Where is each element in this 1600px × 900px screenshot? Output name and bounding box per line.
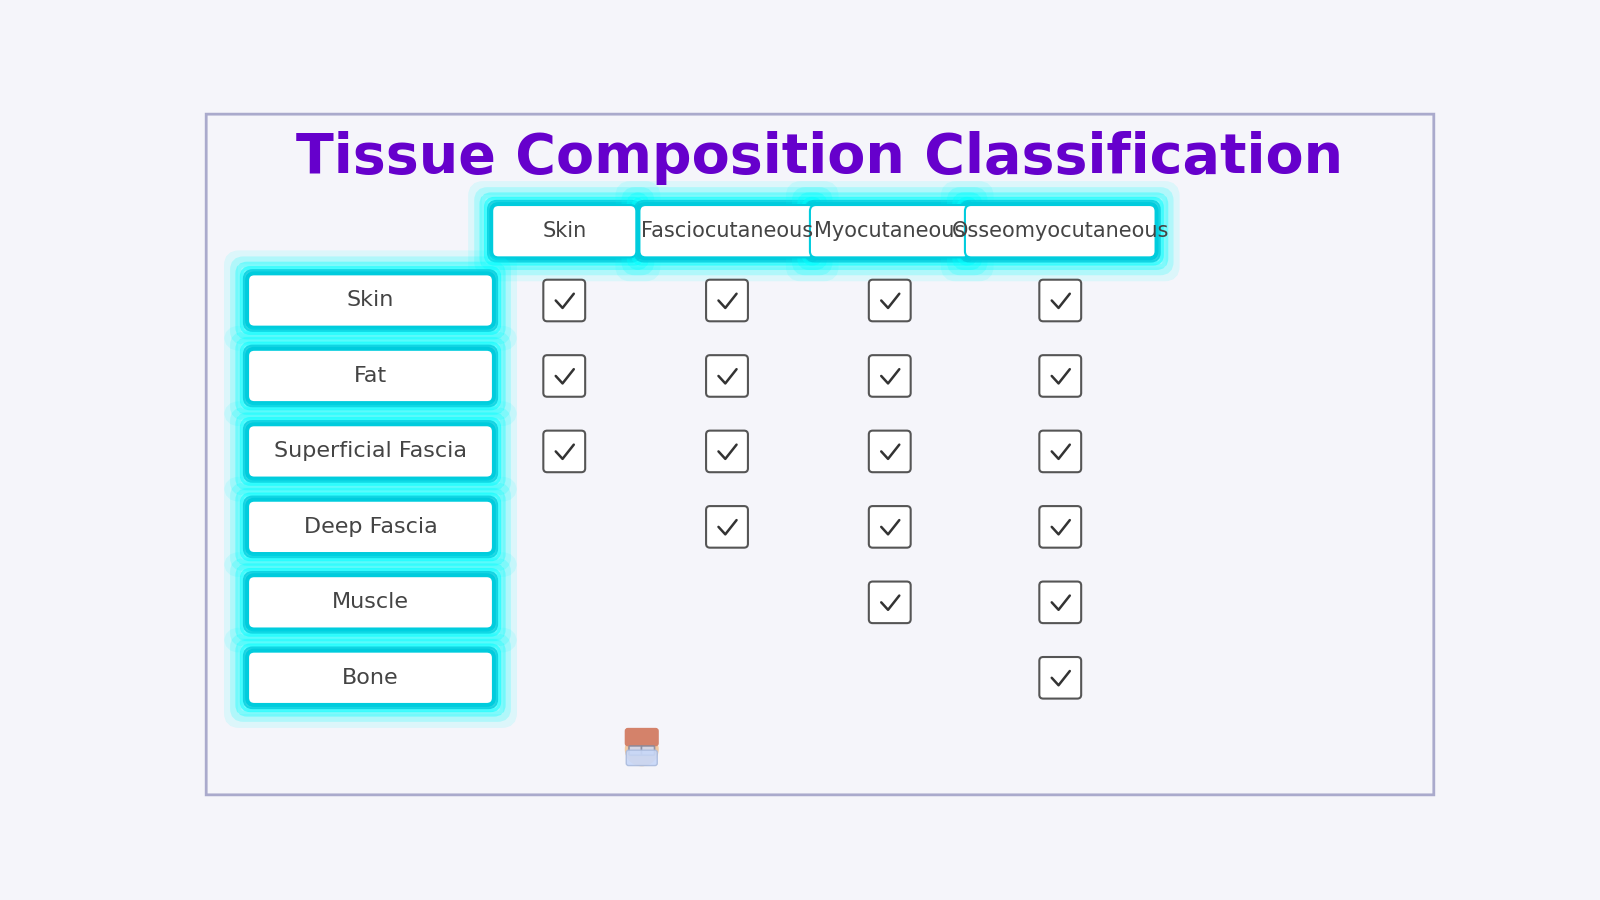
FancyBboxPatch shape [544,280,586,321]
Circle shape [626,734,658,766]
FancyBboxPatch shape [624,728,659,746]
FancyBboxPatch shape [640,205,814,257]
Text: Osseomyocutaneous: Osseomyocutaneous [952,221,1170,241]
FancyBboxPatch shape [706,430,747,472]
Text: Muscle: Muscle [333,592,410,612]
Text: Myocutaneous: Myocutaneous [814,221,965,241]
Text: Fat: Fat [354,366,387,386]
FancyBboxPatch shape [1040,657,1082,698]
FancyBboxPatch shape [629,746,642,755]
FancyBboxPatch shape [248,500,493,554]
FancyBboxPatch shape [626,751,658,766]
FancyBboxPatch shape [869,430,910,472]
Text: Deep Fascia: Deep Fascia [304,517,437,537]
FancyBboxPatch shape [1040,581,1082,623]
FancyBboxPatch shape [1040,430,1082,472]
FancyBboxPatch shape [810,205,970,257]
FancyBboxPatch shape [706,280,747,321]
FancyBboxPatch shape [642,746,654,755]
Text: Bone: Bone [342,668,398,688]
Text: Fasciocutaneous: Fasciocutaneous [642,221,813,241]
FancyBboxPatch shape [869,506,910,548]
Text: Tissue Composition Classification: Tissue Composition Classification [296,131,1344,185]
FancyBboxPatch shape [965,205,1155,257]
FancyBboxPatch shape [1040,280,1082,321]
FancyBboxPatch shape [248,274,493,327]
FancyBboxPatch shape [869,356,910,397]
FancyBboxPatch shape [248,425,493,478]
Text: Superficial Fascia: Superficial Fascia [274,441,467,462]
FancyBboxPatch shape [1040,356,1082,397]
FancyBboxPatch shape [1040,506,1082,548]
FancyBboxPatch shape [248,652,493,704]
Text: Skin: Skin [347,291,394,310]
FancyBboxPatch shape [544,356,586,397]
FancyBboxPatch shape [706,506,747,548]
FancyBboxPatch shape [869,581,910,623]
FancyBboxPatch shape [544,430,586,472]
FancyBboxPatch shape [706,356,747,397]
FancyBboxPatch shape [869,280,910,321]
FancyBboxPatch shape [248,576,493,628]
FancyBboxPatch shape [493,205,637,257]
Text: Skin: Skin [542,221,586,241]
FancyBboxPatch shape [248,350,493,402]
